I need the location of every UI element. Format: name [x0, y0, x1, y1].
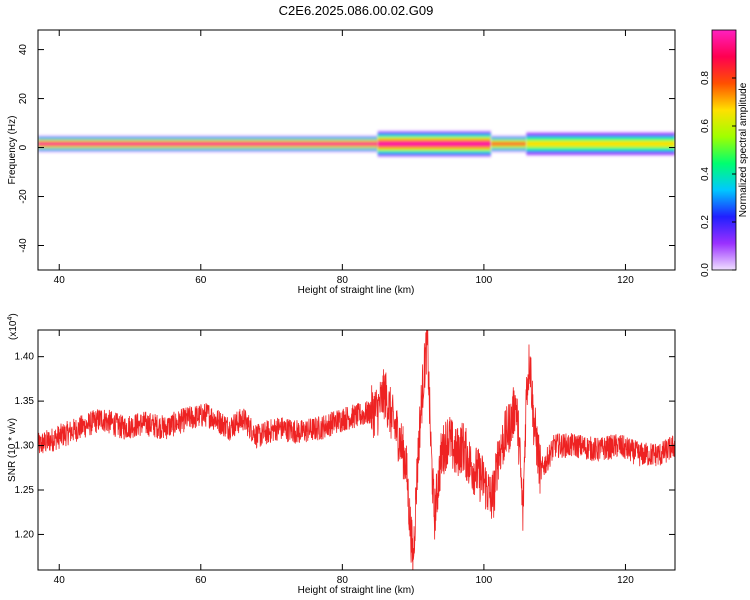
spectrogram-y-tick-label: -20: [18, 189, 29, 204]
spectrogram-y-ticks: 40 20 0 -20 -40: [18, 44, 675, 253]
spectrogram-y-tick-label: 0: [18, 144, 29, 150]
colorbar-ticks: 0.0 0.2 0.4 0.6 0.8: [700, 71, 736, 277]
spectrogram-level: [377, 142, 491, 146]
spectrogram-y-tick-label: -40: [18, 238, 29, 253]
spectrogram-x-tick-label: 100: [476, 275, 493, 286]
snr-x-tick-label: 40: [54, 575, 66, 586]
spectrogram-segment: [377, 131, 491, 157]
svg-text:(x104): (x104): [7, 313, 19, 340]
spectrogram-x-label: Height of straight line (km): [298, 285, 415, 296]
snr-x-tick-label: 60: [195, 575, 207, 586]
snr-x-label: Height of straight line (km): [298, 585, 415, 596]
snr-y-tick-label: 1.30: [15, 441, 35, 452]
snr-x-tick-label: 80: [337, 575, 349, 586]
snr-multiplier-exp: 4: [7, 317, 14, 321]
spectrogram-segment: [526, 132, 675, 155]
spectrogram-x-ticks: 40 60 80 100 120: [54, 30, 634, 286]
snr-frame: [37, 329, 676, 571]
colorbar-label: Normalized spectral amplitude: [738, 82, 749, 217]
snr-y-tick-label: 1.40: [15, 352, 35, 363]
snr-multiplier: (x104): [7, 313, 19, 340]
spectrogram-level: [490, 143, 527, 145]
figure-title: C2E6.2025.086.00.02.G09: [279, 3, 434, 18]
snr-y-tick-label: 1.25: [15, 485, 35, 496]
spectrogram-y-label: Frequency (Hz): [7, 116, 18, 185]
colorbar-tick-label: 0.2: [700, 215, 711, 229]
snr-y-tick-label: 1.35: [15, 396, 35, 407]
spectrogram-y-tick-label: 40: [18, 44, 29, 56]
snr-series-line: [38, 330, 675, 570]
snr-x-tick-label: 120: [617, 575, 634, 586]
spectrogram-x-tick-label: 120: [617, 275, 634, 286]
colorbar-tick-label: 0.4: [700, 167, 711, 181]
spectrogram-band: [38, 131, 675, 157]
spectrogram-segment: [38, 136, 378, 152]
spectrogram-x-tick-label: 60: [195, 275, 207, 286]
snr-x-ticks: 40 60 80 100 120: [54, 330, 634, 586]
colorbar-tick-label: 0.6: [700, 119, 711, 133]
spectrogram-x-tick-label: 80: [337, 275, 349, 286]
colorbar-tick-label: 0.8: [700, 71, 711, 85]
colorbar: 0.0 0.2 0.4 0.6 0.8 Normalized spectral ampl…: [700, 29, 749, 277]
snr-multiplier-base: (x10: [8, 320, 19, 340]
spectrogram-frame: [37, 29, 676, 271]
colorbar-gradient: [711, 29, 737, 271]
snr-y-label: SNR (10 * v/v): [7, 418, 18, 482]
colorbar-tick-label: 0.0: [700, 263, 711, 277]
snr-y-ticks: 1.40 1.35 1.30 1.25 1.20: [15, 352, 675, 540]
spectrogram-panel: 40 60 80 100 120 40 20 0 -20 -40 Height of strai…: [7, 29, 676, 296]
spectrogram-level: [38, 143, 378, 145]
spectrogram-y-tick-label: 20: [18, 93, 29, 105]
spectrogram-level: [526, 142, 675, 146]
snr-x-tick-label: 100: [476, 575, 493, 586]
snr-panel: 40 60 80 100 120 1.40 1.35 1.30 1.25 1.20 Height…: [7, 313, 676, 596]
spectrogram-segment: [490, 136, 527, 152]
spectrogram-x-tick-label: 40: [54, 275, 66, 286]
snr-y-tick-label: 1.20: [15, 529, 35, 540]
